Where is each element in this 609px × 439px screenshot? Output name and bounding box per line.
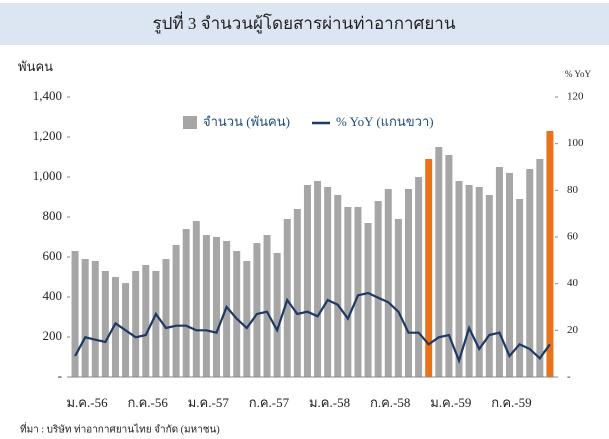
bar	[415, 177, 423, 377]
bar	[324, 187, 332, 377]
bar	[536, 159, 544, 377]
bar	[546, 131, 554, 377]
bar	[243, 261, 251, 377]
bar	[303, 185, 311, 377]
y-tick-label: 800	[43, 208, 63, 223]
y2-tick-label: 60	[567, 231, 579, 243]
bar	[445, 155, 453, 377]
bar	[233, 251, 241, 377]
y-tick-label: 1,400	[33, 88, 62, 103]
bar	[475, 187, 483, 377]
x-tick-label: ก.ค.-57	[249, 395, 290, 410]
y-tick-label: 200	[43, 328, 63, 343]
bar	[334, 195, 342, 377]
y2-tick-label: -	[567, 371, 571, 383]
x-tick-label: ก.ค.-56	[127, 395, 168, 410]
bar	[364, 223, 372, 377]
bar	[162, 259, 170, 377]
bar	[253, 243, 261, 377]
bar	[132, 271, 140, 377]
bar	[526, 169, 534, 377]
x-tick-label: ก.ค.-58	[370, 395, 410, 410]
bar	[192, 221, 200, 377]
bar	[202, 235, 210, 377]
y-tick-label: 1,200	[33, 128, 62, 143]
x-tick-label: ก.ค.-59	[491, 395, 531, 410]
y2-tick-label: 80	[567, 184, 579, 196]
bar	[172, 245, 180, 377]
bar	[283, 219, 291, 377]
bar	[314, 181, 322, 377]
y-axis-label: พันคน	[18, 59, 53, 74]
y2-tick-label: 40	[567, 277, 579, 289]
y2-tick-label: 100	[567, 137, 584, 149]
title-band	[0, 3, 609, 45]
x-tick-label: ม.ค.-59	[430, 395, 471, 410]
bar	[425, 159, 433, 377]
x-tick-label: ม.ค.-58	[309, 395, 350, 410]
legend-label: จำนวน (พันคน)	[203, 114, 290, 129]
bar	[495, 167, 503, 377]
bar	[435, 147, 443, 377]
y-tick-label: 1,000	[33, 168, 62, 183]
bar	[354, 207, 362, 377]
bar	[485, 195, 493, 377]
bar	[374, 201, 382, 377]
bar	[404, 189, 412, 377]
legend-swatch	[183, 116, 197, 129]
bar	[394, 219, 402, 377]
bar	[111, 277, 119, 377]
bar	[273, 253, 281, 377]
y-tick-label: 400	[43, 288, 63, 303]
legend-label: % YoY (แกนขวา)	[336, 114, 434, 129]
bar	[263, 235, 271, 377]
x-tick-label: ม.ค.-56	[66, 395, 108, 410]
bar	[465, 185, 473, 377]
bar	[455, 181, 463, 377]
bar	[91, 261, 99, 377]
y2-tick-label: 120	[567, 91, 584, 103]
bar	[101, 271, 109, 377]
yoy-line	[74, 291, 551, 365]
y-tick-label: 600	[43, 248, 63, 263]
chart-title: รูปที่ 3 จำนวนผู้โดยสารผ่านท่าอากาศยาน	[153, 11, 456, 34]
bar	[384, 189, 392, 377]
bar	[506, 173, 514, 377]
bar	[344, 207, 352, 377]
bar	[213, 237, 221, 377]
y-tick-label: -	[58, 368, 62, 383]
source: ที่มา : บริษัท ท่าอากาศยานไทย จำกัด (มหา…	[20, 421, 220, 435]
bar	[71, 251, 79, 377]
bar	[516, 199, 524, 377]
bar	[142, 265, 150, 377]
bar	[182, 229, 190, 377]
y2-tick-label: 20	[567, 324, 579, 336]
y2-axis-label: % YoY	[565, 69, 592, 79]
x-tick-label: ม.ค.-57	[188, 395, 230, 410]
bar	[81, 259, 89, 377]
bar	[152, 271, 160, 377]
bar	[293, 209, 301, 377]
